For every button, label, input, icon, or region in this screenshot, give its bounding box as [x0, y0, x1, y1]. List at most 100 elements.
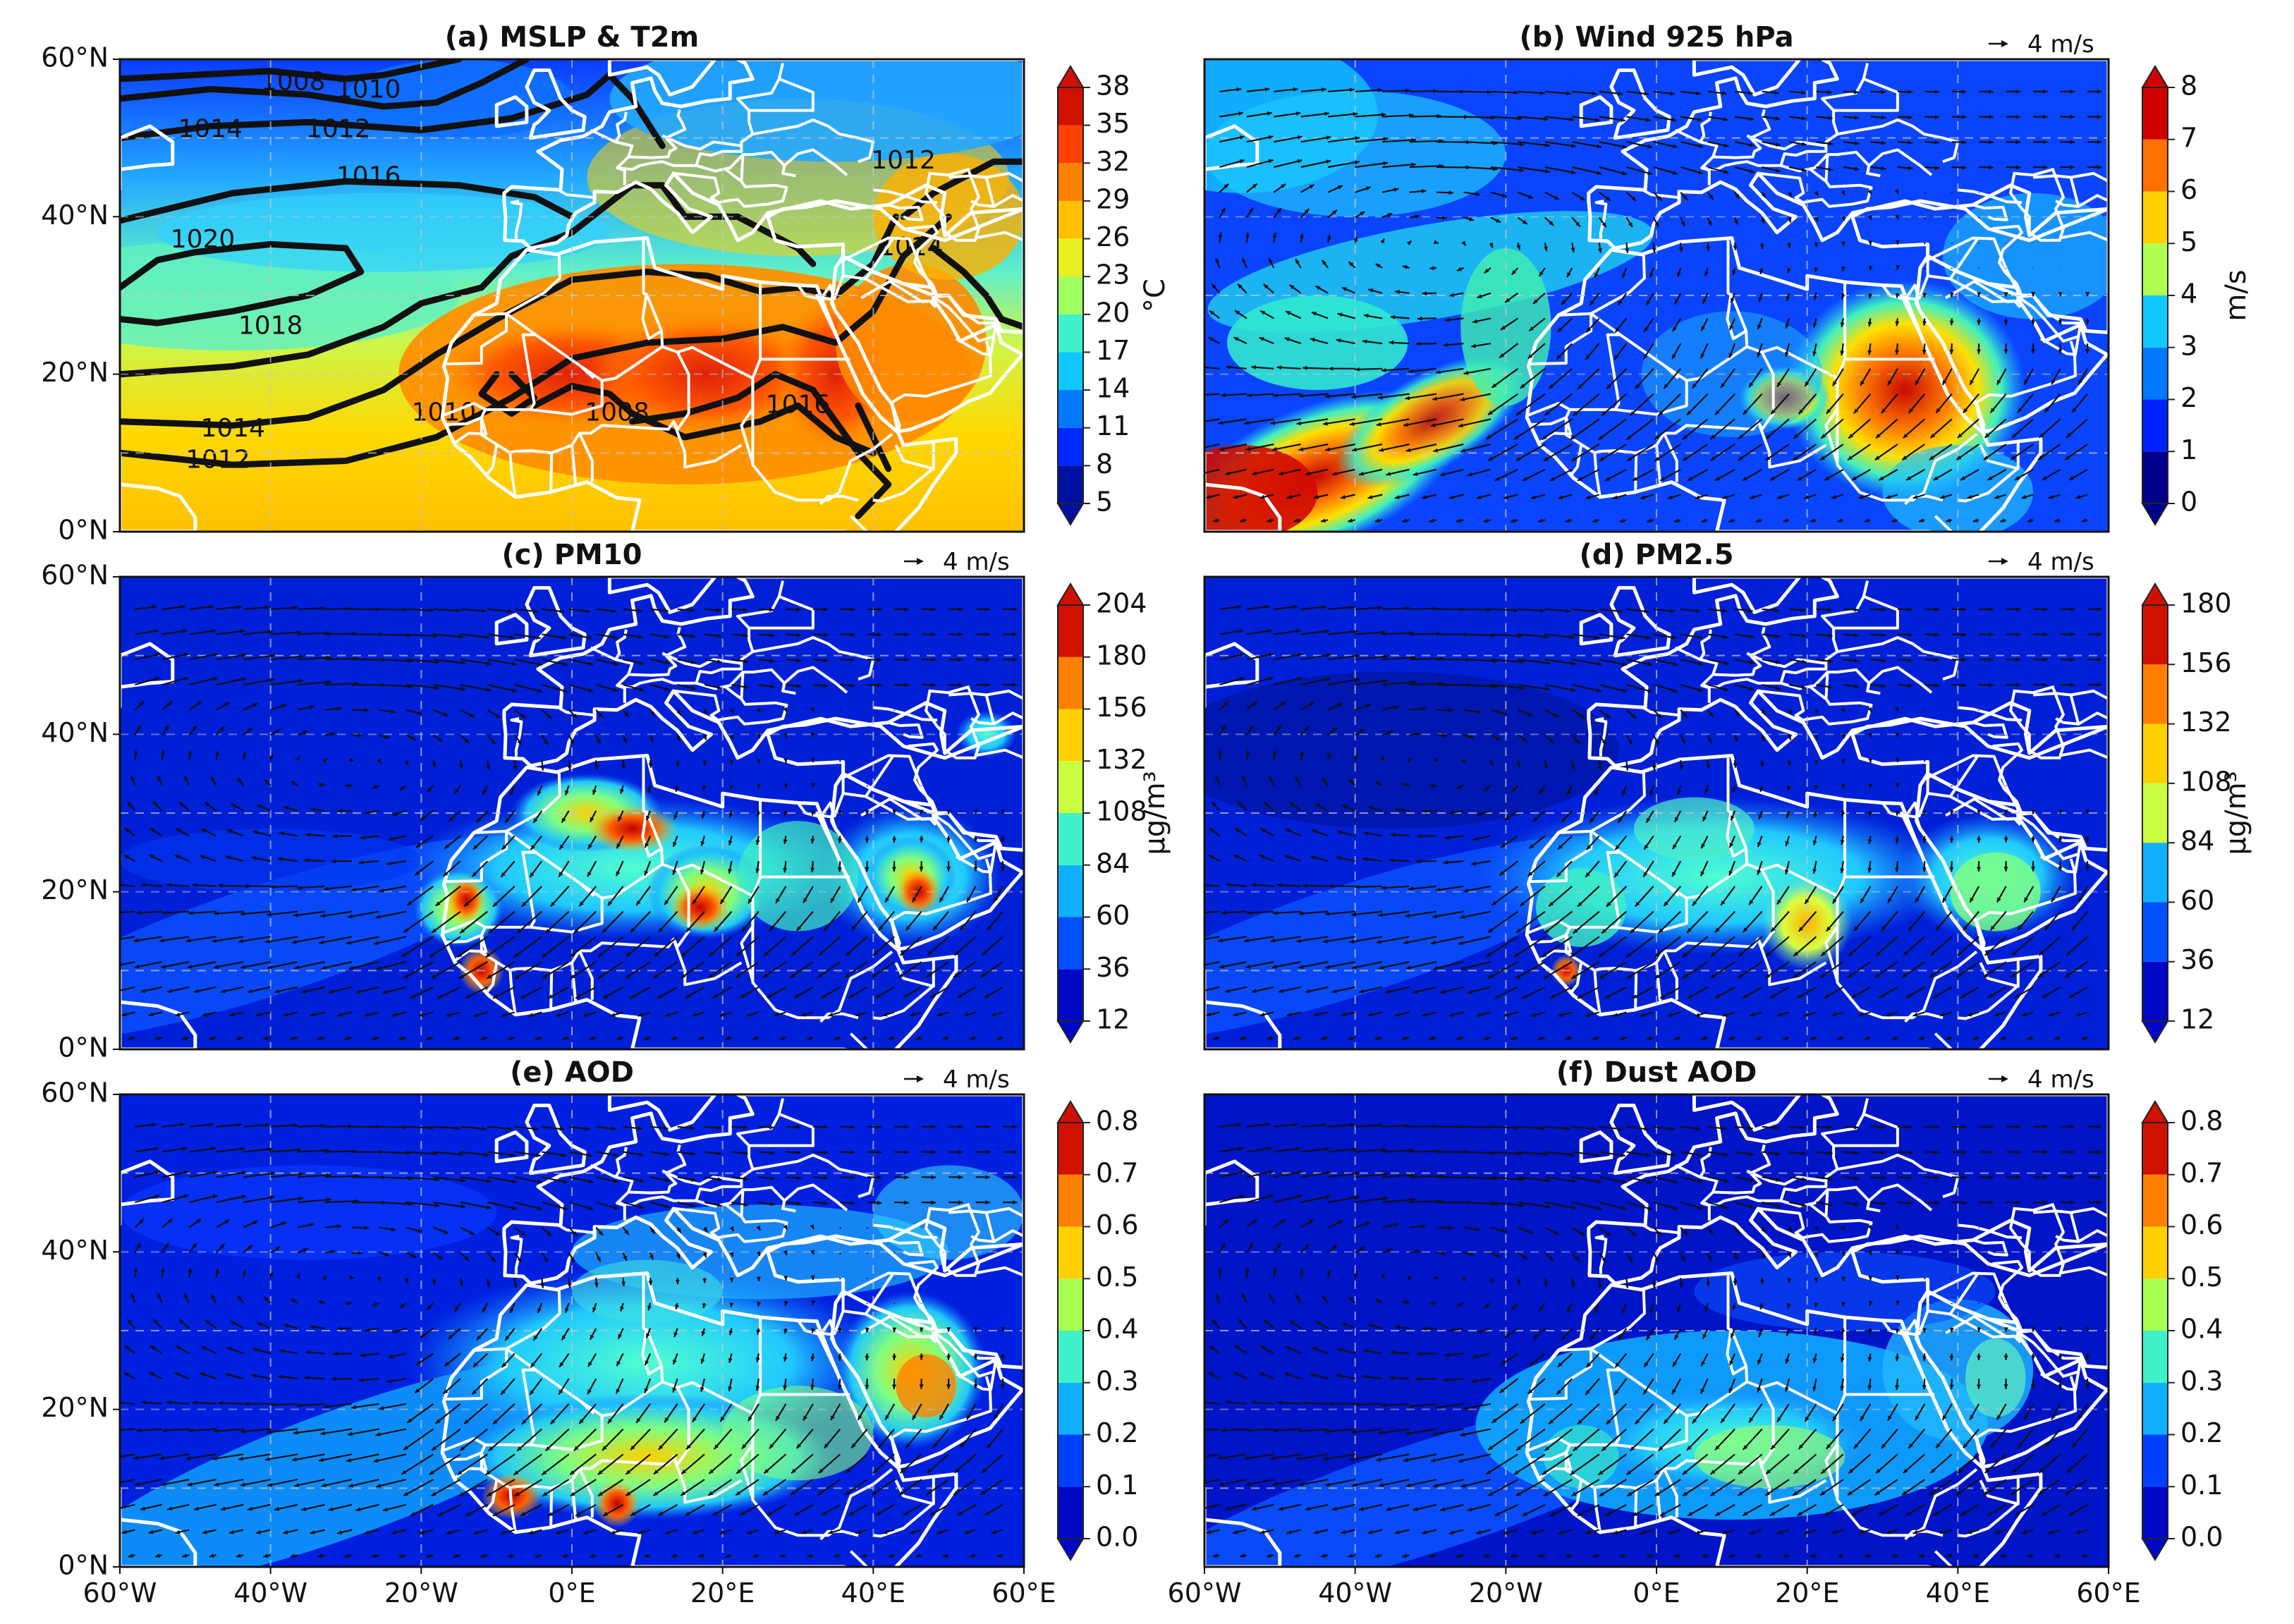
country-border [1867, 148, 1933, 176]
wind-vector-head [1487, 607, 1492, 612]
wind-vector-head [1469, 216, 1475, 221]
wind-vector-head [446, 1530, 451, 1535]
wind-vector-head [432, 928, 437, 933]
colorbar-segment [1058, 390, 1083, 428]
wind-vector-head [493, 1420, 498, 1424]
wind-vector-head [556, 1530, 561, 1535]
wind-vector-head [1272, 750, 1277, 755]
wind-vector [1929, 444, 1953, 461]
wind-vector-head [904, 606, 909, 611]
wind-vector-head [1886, 1012, 1891, 1017]
wind-vector-head [162, 910, 167, 915]
wind-vector [405, 1176, 440, 1181]
wind-vector-head [1570, 765, 1575, 770]
wind-vector-head [1519, 659, 1525, 664]
wind-vector-head [1618, 818, 1623, 823]
wind-vector-head [2012, 433, 2017, 438]
wind-vector-head [401, 952, 407, 957]
wind-vector-head [757, 1301, 762, 1307]
wind-vector [1409, 165, 1444, 169]
wind-vector-head [665, 660, 670, 665]
wind-vector-head [1310, 338, 1315, 342]
country-border [549, 970, 554, 1012]
wind-vector [159, 936, 190, 942]
wind-vector-head [561, 635, 566, 640]
wind-vector-head [1674, 299, 1679, 305]
country-border [908, 224, 939, 297]
wind-vector-head [2066, 433, 2071, 438]
wind-vector-head [453, 1553, 458, 1558]
country-border [1881, 801, 1920, 819]
wind-vector [463, 885, 489, 908]
wind-vector [1742, 393, 1763, 415]
wind-vector-head [1448, 190, 1453, 195]
wind-vector-head [614, 688, 618, 692]
wind-vector [791, 936, 814, 957]
wind-vector-head [123, 855, 129, 860]
wind-vector [456, 936, 488, 958]
country-border [1824, 150, 1881, 182]
wind-vector [953, 961, 977, 978]
country-border [1642, 706, 1681, 717]
wind-vector [1355, 679, 1389, 686]
wind-vector-head [685, 994, 690, 999]
wind-vector [456, 1453, 488, 1476]
wind-vector [1271, 960, 1301, 969]
field-blob [1204, 671, 1619, 829]
country-border [1633, 453, 1638, 494]
wind-vector-head [1673, 844, 1677, 850]
wind-vector-head [310, 1013, 315, 1017]
wind-vector-head [2015, 657, 2020, 662]
wind-vector [1298, 910, 1329, 915]
wind-vector-head [1840, 322, 1845, 327]
colorbar-segment [1058, 761, 1083, 813]
wind-vector-head [1276, 726, 1281, 731]
wind-vector-head [1793, 973, 1798, 978]
wind-vector-head [1854, 684, 1860, 689]
colorbar-tick-label: 7 [2180, 122, 2197, 153]
wind-vector-head [1379, 448, 1384, 452]
wind-vector-head [1896, 264, 1901, 270]
wind-vector-head [1413, 989, 1418, 994]
wind-vector-head [1293, 1036, 1299, 1041]
wind-vector-head [588, 661, 593, 666]
wind-vector-head [933, 925, 938, 931]
wind-vector [1246, 653, 1274, 661]
wind-vector-head [351, 1405, 356, 1410]
wind-vector [161, 1171, 189, 1178]
wind-vector-head [1759, 762, 1764, 767]
wind-vector [625, 936, 651, 958]
country-border [1662, 950, 1678, 1000]
wind-vector [1490, 683, 1525, 690]
wind-vector [1544, 910, 1573, 934]
wind-vector-head [1505, 298, 1510, 303]
wind-vector-head [1387, 731, 1393, 735]
wind-vector-head [756, 733, 761, 738]
wind-vector-head [375, 606, 381, 611]
wind-vector-head [1279, 989, 1283, 994]
country-border [841, 754, 935, 810]
wind-vector-head [626, 1470, 631, 1475]
wind-vector [1463, 166, 1498, 170]
wind-vector-head [1597, 171, 1601, 175]
wind-vector-head [121, 1012, 127, 1017]
wind-vector-head [443, 712, 449, 716]
wind-vector-head [1260, 828, 1266, 833]
wind-vector-head [1486, 434, 1491, 439]
wind-vector-head [747, 1012, 752, 1017]
wind-vector [1737, 444, 1763, 461]
wind-vector [1956, 961, 1979, 979]
wind-vector-head [1544, 929, 1550, 934]
wind-vector-head [1757, 842, 1762, 847]
wind-vector [708, 1453, 733, 1475]
country-border [2078, 712, 2109, 755]
wind-vector-head [946, 810, 951, 814]
wind-vector-head [1759, 786, 1764, 792]
wind-vector-head [510, 1308, 514, 1313]
colorbar-frame [2142, 604, 2168, 1022]
wind-vector-head [1854, 659, 1860, 664]
wind-vector-head [317, 1300, 323, 1305]
wind-vector-head [910, 1012, 915, 1017]
wind-vector-head [248, 727, 252, 733]
wind-vector-head [388, 1354, 393, 1359]
